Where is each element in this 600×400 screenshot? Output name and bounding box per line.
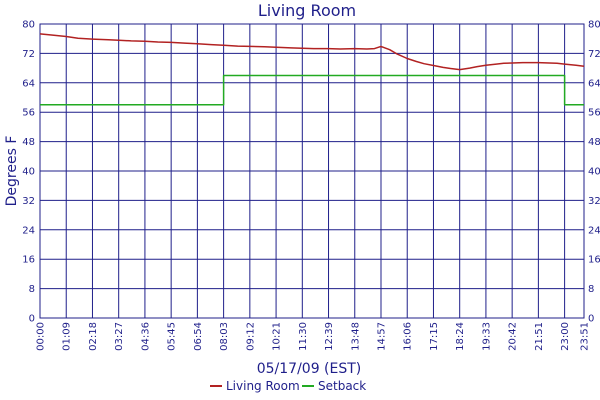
x-tick-label: 23:00 (560, 322, 571, 351)
chart-grid (39, 23, 585, 319)
x-tick-label: 03:27 (114, 322, 125, 351)
y-tick-label-right: 32 (588, 196, 600, 207)
y-tick-label-left: 24 (22, 225, 35, 236)
x-tick-label: 20:42 (508, 322, 519, 351)
x-axis-ticks: 00:00 01:09 02:18 03:27 04:36 05:45 06:54 08:03… (36, 322, 591, 351)
x-tick-label: 16:06 (403, 322, 414, 351)
y-tick-label-left: 40 (22, 167, 35, 178)
x-tick-label: 08:03 (219, 322, 230, 351)
y-tick-label-left: 16 (22, 255, 35, 266)
x-tick-label: 04:36 (140, 322, 151, 351)
series-layer (39, 33, 585, 106)
y-tick-label-left: 80 (22, 20, 35, 31)
x-tick-label: 21:51 (534, 322, 545, 351)
series-line-living-room (39, 33, 585, 71)
y-tick-label-right: 72 (588, 49, 600, 60)
x-tick-label: 17:15 (429, 322, 440, 351)
x-tick-label: 13:48 (350, 322, 361, 351)
y-tick-label-right: 16 (588, 255, 600, 266)
y-tick-label-left: 48 (22, 137, 35, 148)
x-axis-label: 05/17/09 (EST) (257, 361, 362, 377)
legend-label-living-room: Living Room (226, 379, 300, 393)
y-tick-label-left: 0 (29, 314, 35, 325)
x-tick-label: 19:33 (481, 322, 492, 351)
x-tick-label: 18:24 (455, 322, 466, 351)
y-tick-label-right: 80 (588, 20, 600, 31)
y-tick-label-left: 32 (22, 196, 35, 207)
plot-area-border (39, 23, 585, 319)
y-tick-label-left: 56 (22, 108, 35, 119)
y-axis-right-ticks: 0 8 16 24 32 40 48 56 64 72 80 (588, 20, 600, 325)
x-tick-label: 14:57 (376, 322, 387, 351)
y-tick-label-left: 64 (22, 78, 35, 89)
y-tick-label-right: 40 (588, 167, 600, 178)
x-tick-label: 09:12 (245, 322, 256, 351)
y-axis-label: Degrees F (4, 136, 20, 207)
x-tick-label: 10:21 (272, 322, 283, 351)
y-axis-left-ticks: 0 8 16 24 32 40 48 56 64 72 80 (22, 20, 35, 325)
x-tick-label: 23:51 (580, 322, 591, 351)
y-tick-label-right: 24 (588, 225, 600, 236)
y-tick-label-right: 48 (588, 137, 600, 148)
chart-title: Living Room (258, 1, 356, 20)
y-tick-label-right: 56 (588, 108, 600, 119)
x-tick-label: 00:00 (36, 322, 47, 351)
y-tick-label-left: 8 (29, 284, 35, 295)
y-tick-label-right: 64 (588, 78, 600, 89)
y-tick-label-right: 8 (588, 284, 594, 295)
x-tick-label: 01:09 (62, 322, 73, 351)
y-tick-label-left: 72 (22, 49, 35, 60)
x-tick-label: 06:54 (193, 322, 204, 351)
y-tick-label-right: 0 (588, 314, 594, 325)
series-line-setback (40, 74, 584, 106)
legend-label-setback: Setback (318, 379, 366, 393)
x-tick-label: 11:30 (298, 322, 309, 351)
legend: Living Room Setback (210, 379, 366, 393)
x-tick-label: 02:18 (88, 322, 99, 351)
x-tick-label: 05:45 (167, 322, 178, 351)
x-tick-label: 12:39 (324, 322, 335, 351)
